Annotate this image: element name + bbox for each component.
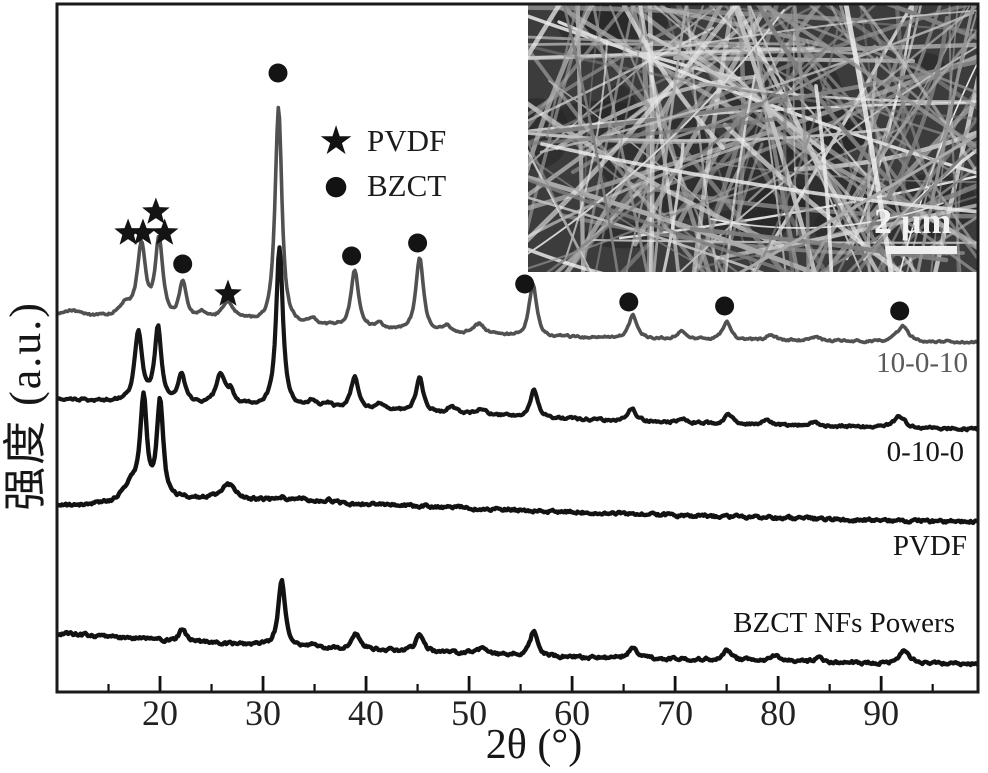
x-tick-label: 70 (657, 693, 694, 733)
curve-label-10-0-10: 10-0-10 (876, 347, 968, 379)
legend-item-bzct: ● BZCT (312, 163, 446, 208)
x-tick-label: 60 (554, 693, 591, 733)
plot-frame (55, 2, 980, 694)
x-tick-label: 40 (348, 693, 385, 733)
curve-0-10-0 (58, 245, 977, 433)
curves-group (58, 105, 977, 668)
star-marker (114, 218, 142, 245)
x-tick-label: 90 (863, 693, 900, 733)
x-tick-label: 30 (245, 693, 282, 733)
dot-marker (342, 246, 362, 266)
curve-label-0-10-0: 0-10-0 (886, 436, 964, 468)
curve-bzct-nfs-powers (58, 577, 977, 668)
star-marker (129, 218, 157, 245)
curve-label-bzct-nfs-powers: BZCT NFs Powers (733, 607, 955, 639)
dot-marker (890, 301, 910, 321)
legend-label-bzct: BZCT (367, 167, 447, 203)
legend-label-pvdf: PVDF (367, 122, 447, 158)
star-marker (214, 279, 242, 306)
dot-marker (515, 274, 535, 294)
inset-scale-bar-label: 2 μm (874, 201, 952, 241)
x-tick-label: 20 (142, 693, 179, 733)
star-icon: ★ (318, 117, 354, 164)
dot-marker (173, 254, 193, 274)
curve-label-pvdf: PVDF (892, 530, 967, 562)
legend-item-pvdf: ★ PVDF (312, 117, 447, 164)
dot-marker (619, 292, 639, 312)
y-axis-label: 强度 (a.u.) (1, 301, 50, 511)
curve-pvdf (58, 390, 977, 526)
legend: ★ PVDF ● BZCT (312, 118, 446, 208)
star-marker (142, 197, 170, 224)
x-axis-label: 2θ (°) (485, 722, 583, 768)
peak-markers (114, 63, 910, 321)
x-axis-ticks (107, 676, 934, 692)
star-marker (150, 218, 179, 245)
dot-marker (715, 296, 735, 316)
inset-scale-bar (886, 246, 957, 254)
dot-marker (268, 63, 288, 83)
curve-10-0-10 (58, 105, 977, 345)
x-tick-label: 80 (760, 693, 797, 733)
x-tick-label: 50 (451, 693, 488, 733)
dot-marker (408, 233, 428, 253)
dot-icon: ● (324, 170, 348, 201)
sem-inset (528, 5, 978, 272)
